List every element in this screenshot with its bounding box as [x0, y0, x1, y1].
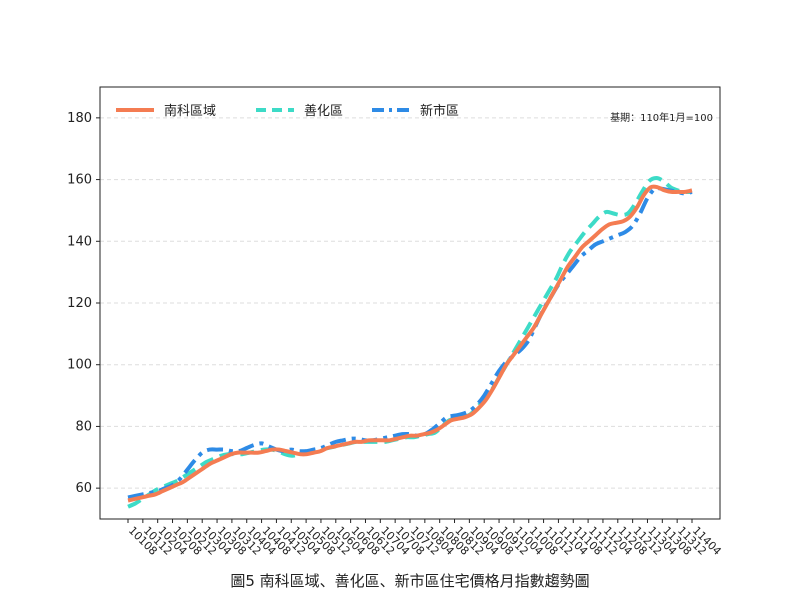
y-axis: 60 80 100 120 140 160 180 [67, 111, 100, 496]
y-tick-label: 160 [67, 173, 92, 188]
y-tick-label: 140 [67, 234, 92, 249]
legend: 南科區域 善化區 新市區 [116, 103, 459, 119]
base-period-note: 基期：110年1月=100 [610, 111, 713, 124]
legend-label: 新市區 [420, 103, 459, 119]
gridlines [100, 117, 720, 489]
y-tick-label: 80 [75, 419, 92, 434]
y-tick-label: 120 [67, 296, 92, 311]
y-tick-label: 60 [75, 481, 92, 496]
y-tick-label: 100 [67, 358, 92, 373]
series-lines [127, 176, 693, 509]
series-line-1 [127, 184, 693, 503]
series-line-3 [127, 186, 693, 500]
y-tick-label: 180 [67, 111, 92, 126]
legend-label: 南科區域 [164, 103, 216, 119]
chart-caption: 圖5 南科區域、善化區、新市區住宅價格月指數趨勢圖 [230, 572, 589, 590]
legend-label: 善化區 [304, 103, 343, 119]
